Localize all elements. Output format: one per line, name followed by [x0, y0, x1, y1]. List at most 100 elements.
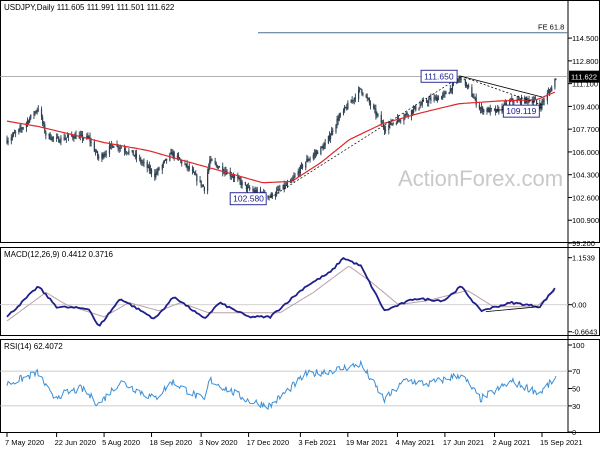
candle-body: [217, 167, 220, 169]
candle-body: [284, 184, 286, 189]
candle-body: [418, 107, 420, 111]
candle-body: [88, 137, 90, 138]
candle-body: [317, 151, 319, 155]
candle-body: [382, 123, 385, 128]
candle-body: [75, 134, 77, 139]
candle-body: [291, 179, 293, 181]
x-tick-label: 22 Jun 2020: [55, 438, 96, 447]
candle-body: [486, 109, 488, 112]
candle-body: [413, 108, 415, 113]
candle-body: [434, 96, 436, 98]
candle-body: [450, 88, 452, 91]
candle-body: [425, 100, 428, 102]
candle-body: [57, 137, 59, 138]
x-tick-label: 17 Jun 2021: [443, 438, 484, 447]
label-109119: 109.119: [506, 106, 536, 116]
candle-body: [513, 101, 515, 103]
candle-body: [238, 178, 240, 180]
candle-body: [518, 99, 520, 100]
candle-body: [498, 108, 500, 113]
candle-body: [35, 111, 37, 113]
candle-body: [11, 135, 13, 138]
candle-body: [433, 97, 435, 101]
candle-body: [131, 150, 133, 152]
candle-body: [337, 119, 339, 121]
candle-body: [52, 136, 54, 138]
fe-level-label: FE 61.8: [538, 23, 564, 32]
candle-body: [7, 140, 9, 143]
candle-body: [332, 130, 334, 132]
candle-body: [496, 109, 498, 113]
candle-body: [519, 99, 522, 104]
candle-body: [34, 111, 36, 115]
candle-body: [109, 144, 112, 146]
candle-body: [132, 150, 134, 156]
candle-body: [346, 107, 348, 110]
candle-body: [186, 163, 188, 168]
candle-body: [208, 166, 210, 173]
candle-body: [374, 108, 376, 110]
candle-body: [181, 160, 183, 164]
candle-body: [117, 144, 119, 149]
candle-body: [471, 87, 473, 97]
triangle-upper-line: [460, 75, 543, 98]
candle-body: [41, 117, 44, 123]
candle-body: [358, 89, 360, 99]
last-price-tag-label: 111.622: [571, 73, 597, 82]
candle-body: [13, 132, 16, 134]
candle-body: [43, 122, 45, 125]
candle-body: [269, 196, 271, 198]
candle-body: [10, 137, 12, 141]
candle-body: [98, 156, 100, 159]
candle-body: [543, 100, 545, 102]
candle-body: [195, 174, 197, 176]
candle-body: [497, 108, 499, 110]
candle-body: [232, 176, 235, 179]
moving-average-line: [6, 91, 556, 184]
candle-body: [184, 163, 186, 165]
candle-body: [161, 164, 163, 170]
candle-body: [475, 97, 477, 105]
candle-body: [436, 97, 438, 101]
candle-body: [511, 98, 513, 101]
candle-body: [48, 133, 50, 136]
candle-body: [377, 114, 379, 115]
candle-body: [282, 184, 284, 190]
candle-body: [111, 144, 113, 146]
candle-body: [18, 128, 20, 133]
candle-body: [187, 166, 189, 168]
candle-body: [297, 171, 299, 176]
candle-body: [338, 116, 340, 121]
price-y-tick-label: 106.000: [572, 148, 599, 157]
candle-body: [112, 145, 114, 148]
macd-panel-title: MACD(12,26,9) 0.4412 0.3716: [4, 250, 114, 259]
candle-body: [271, 193, 273, 197]
candle-body: [209, 160, 211, 167]
candle-body: [143, 162, 145, 163]
candle-body: [489, 108, 491, 113]
candle-body: [216, 165, 218, 169]
last-price-tag: [569, 70, 599, 83]
rsi-y-tick-label: 100: [572, 341, 585, 350]
candle-body: [328, 135, 331, 140]
candle-body: [150, 169, 153, 174]
candle-body: [429, 97, 431, 100]
candle-body: [40, 109, 43, 118]
macd-signal-line: [6, 266, 556, 322]
candle-body: [279, 189, 281, 191]
candle-body: [441, 96, 443, 100]
candle-body: [472, 96, 474, 98]
candle-body: [171, 151, 173, 156]
macd-y-tick-label: 1.1539: [572, 254, 595, 263]
candle-body: [324, 143, 326, 146]
candle-body: [460, 76, 462, 80]
x-tick-label: 7 May 2020: [5, 438, 44, 447]
candle-body: [80, 134, 83, 136]
candle-body: [422, 100, 424, 102]
candle-body: [86, 135, 88, 139]
candle-body: [211, 159, 213, 161]
price-series: FE 61.8 111.650 109.119 102.580: [0, 23, 568, 206]
candle-body: [249, 187, 251, 190]
macd-line: [6, 257, 556, 327]
candle-body: [308, 159, 310, 161]
